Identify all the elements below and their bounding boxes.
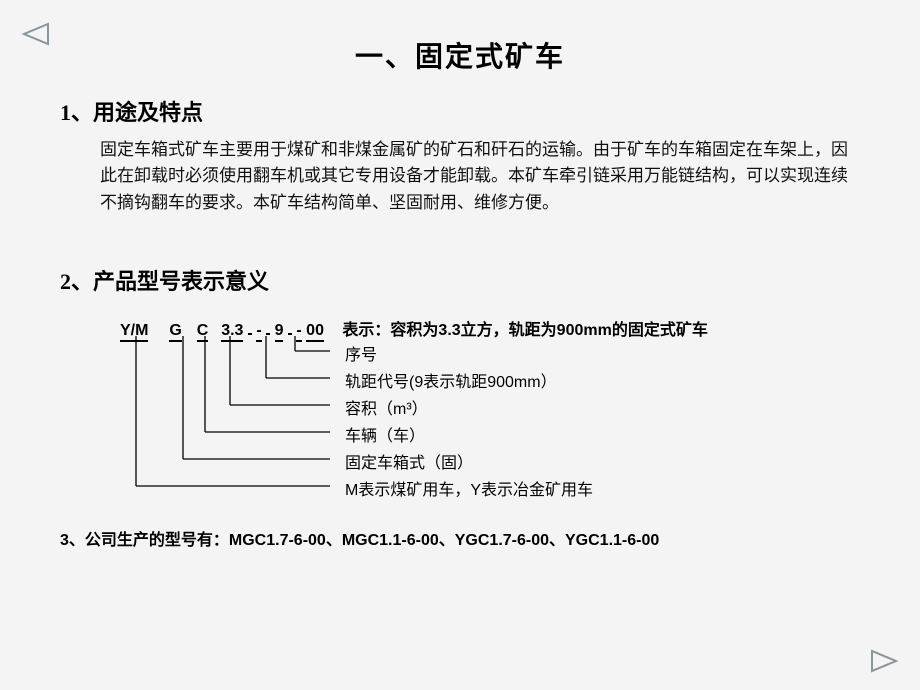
triangle-right-icon <box>870 649 900 673</box>
page-title: 一、固定式矿车 <box>60 35 860 75</box>
label-vehicle: 车辆（车） <box>345 422 425 446</box>
section1-heading: 1、用途及特点 <box>60 95 860 127</box>
triangle-left-icon <box>20 22 50 46</box>
code-seg-c: C <box>197 322 209 342</box>
label-gauge: 轨距代号(9表示轨距900mm） <box>345 368 557 392</box>
label-seq: 序号 <box>345 341 377 365</box>
code-seg-d2: - <box>296 322 301 342</box>
section1-body: 固定车箱式矿车主要用于煤矿和非煤金属矿的矿石和矸石的运输。由于矿车的车箱固定在车… <box>100 137 850 216</box>
code-seg-00: 00 <box>306 322 324 342</box>
nav-back-button[interactable] <box>20 22 50 51</box>
code-seg-9: 9 <box>275 322 284 342</box>
section2-heading: 2、产品型号表示意义 <box>60 264 860 296</box>
label-volume: 容积（m³） <box>345 395 428 419</box>
code-seg-33: 3.3 <box>221 322 243 342</box>
label-fixed: 固定车箱式（固） <box>345 449 473 473</box>
model-code-diagram: Y/M G C 3.3 - 9 - 00 表示：容积为3.3立方，轨距为900m… <box>120 316 860 511</box>
nav-forward-button[interactable] <box>870 649 900 678</box>
model-example-text: 表示：容积为3.3立方，轨距为900mm的固定式矿车 <box>342 316 707 340</box>
code-seg-g: G <box>169 322 181 342</box>
model-code-line: Y/M G C 3.3 - 9 - 00 表示：容积为3.3立方，轨距为900m… <box>120 316 708 342</box>
code-seg-d1: - <box>256 322 261 342</box>
section3-text: 3、公司生产的型号有：MGC1.7-6-00、MGC1.1-6-00、YGC1.… <box>60 526 860 550</box>
label-ym: M表示煤矿用车，Y表示冶金矿用车 <box>345 476 593 500</box>
slide: 一、固定式矿车 1、用途及特点 固定车箱式矿车主要用于煤矿和非煤金属矿的矿石和矸… <box>0 0 920 690</box>
code-seg-ym: Y/M <box>120 322 148 342</box>
